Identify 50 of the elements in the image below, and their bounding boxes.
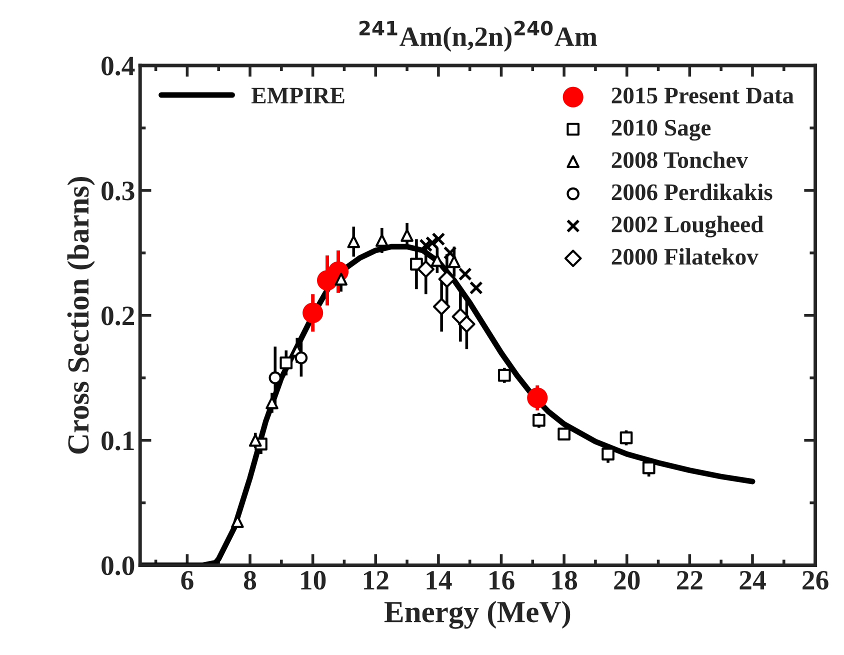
point bbox=[620, 431, 633, 444]
point bbox=[432, 232, 446, 246]
point bbox=[498, 368, 511, 382]
point bbox=[527, 388, 548, 408]
legend-label: 2002 Lougheed bbox=[612, 216, 764, 238]
point bbox=[602, 448, 614, 460]
point bbox=[280, 356, 293, 370]
legend-label: 2008 Tonchev bbox=[612, 151, 748, 168]
y-tick-label: 0.1 bbox=[102, 431, 134, 450]
point bbox=[448, 255, 461, 268]
y-tick-label: 0.2 bbox=[102, 306, 134, 326]
x-tick-label: 16 bbox=[490, 571, 514, 590]
x-tick-label: 8 bbox=[244, 570, 256, 590]
x-tick-label: 6 bbox=[181, 571, 194, 590]
point bbox=[347, 235, 360, 248]
x-tick-label: 12 bbox=[364, 571, 388, 590]
legend-label: 2015 Present Data bbox=[612, 88, 794, 104]
point bbox=[400, 228, 414, 242]
point bbox=[268, 371, 282, 384]
point bbox=[558, 428, 570, 440]
point bbox=[302, 302, 324, 324]
legend-label: 2006 Perdikakis bbox=[612, 184, 772, 200]
x-tick-label: 26 bbox=[802, 571, 828, 590]
x-tick-label: 18 bbox=[552, 570, 578, 590]
x-tick-label: 10 bbox=[301, 570, 326, 590]
x-axis-title: Energy (MeV) bbox=[384, 600, 570, 629]
legend-label: EMPIRE bbox=[251, 88, 344, 104]
point bbox=[469, 281, 483, 295]
point bbox=[334, 272, 348, 286]
y-tick-label: 0.3 bbox=[102, 182, 134, 200]
point bbox=[375, 234, 388, 247]
x-tick-label: 24 bbox=[740, 571, 766, 590]
point bbox=[642, 461, 656, 474]
y-tick-label: 0.0 bbox=[102, 556, 134, 576]
point bbox=[432, 298, 450, 316]
point bbox=[294, 351, 308, 364]
y-tick-label: 0.4 bbox=[102, 56, 135, 76]
point bbox=[458, 315, 476, 333]
y-axis-title: Cross Section (barns) bbox=[67, 176, 95, 454]
point bbox=[248, 434, 262, 447]
chart-title: $^{241}$Am(n,2n)$^{240}$Am bbox=[360, 20, 598, 52]
x-tick-label: 22 bbox=[676, 571, 702, 590]
point bbox=[417, 260, 435, 278]
x-tick-label: 20 bbox=[614, 570, 640, 590]
legend-label: 2010 Sage bbox=[612, 120, 711, 141]
point bbox=[458, 267, 472, 281]
point bbox=[532, 414, 546, 427]
legend-label: 2000 Filatekov bbox=[612, 248, 758, 265]
point bbox=[419, 238, 433, 252]
x-tick-label: 14 bbox=[426, 571, 452, 590]
